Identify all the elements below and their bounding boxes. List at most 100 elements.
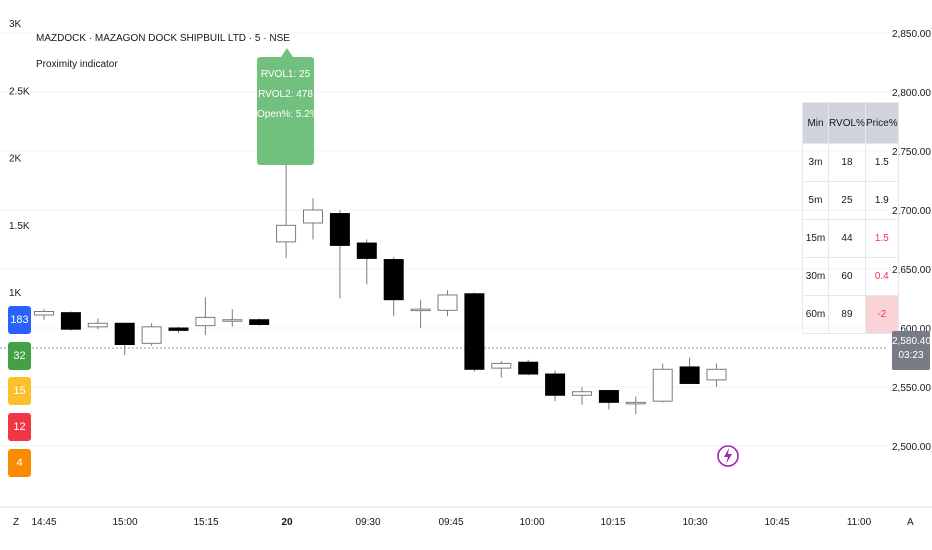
- volume-tick-label: 2K: [9, 154, 22, 165]
- header-price: Price%: [864, 102, 899, 144]
- candle-body: [706, 368, 727, 381]
- chart-gridlines: [0, 32, 888, 447]
- time-tick-label: 09:45: [438, 517, 463, 528]
- candle[interactable]: [706, 363, 727, 387]
- candle[interactable]: [329, 210, 350, 299]
- price-tick-label: 2,700.00: [892, 206, 931, 217]
- current-price-value: 2,580.40: [892, 336, 931, 347]
- candle-body: [249, 319, 270, 325]
- price-tick-label: 2,600.00: [892, 324, 931, 335]
- volume-tick-label: 1K: [9, 288, 22, 299]
- candle[interactable]: [652, 363, 673, 403]
- candle-body: [383, 259, 404, 301]
- candle-body: [518, 361, 539, 375]
- table-cell-price: 1.5: [864, 219, 899, 258]
- volume-tick-label: 3K: [9, 19, 22, 30]
- time-axis[interactable]: 14:45 15:00 15:15 20 09:30 09:45 10:00 10:15 10:…: [31, 517, 871, 528]
- candle-body: [598, 390, 619, 403]
- symbol-title[interactable]: MAZDOCK · MAZAGON DOCK SHIPBUIL LTD · 5 …: [36, 33, 290, 44]
- candle-body: [34, 310, 54, 316]
- table-cell-rvol: 25: [828, 181, 866, 220]
- candle[interactable]: [34, 309, 54, 320]
- candle[interactable]: [518, 359, 539, 376]
- candle[interactable]: [545, 370, 566, 402]
- table-cell-min: 3m: [802, 143, 829, 182]
- candle[interactable]: [114, 322, 135, 356]
- candle[interactable]: [356, 239, 377, 285]
- time-tick-label: 15:00: [112, 517, 137, 528]
- table-cell-rvol: 44: [828, 219, 866, 258]
- candle[interactable]: [303, 198, 323, 240]
- table-cell-rvol: 18: [828, 143, 866, 182]
- candle[interactable]: [87, 318, 108, 330]
- time-tick-label: 11:00: [847, 517, 872, 528]
- candle[interactable]: [679, 357, 700, 384]
- candle-body: [625, 401, 646, 405]
- candle-body: [329, 213, 350, 246]
- table-cell-min: 60m: [802, 295, 829, 334]
- candle-body: [222, 319, 243, 322]
- time-tick-label: 14:45: [31, 517, 56, 528]
- candle-body: [410, 308, 431, 312]
- candle-body: [679, 366, 700, 384]
- candle[interactable]: [141, 323, 162, 346]
- table-cell-min: 5m: [802, 181, 829, 220]
- table-cell-price: 1.5: [864, 143, 899, 182]
- candle-body: [303, 209, 323, 224]
- time-tick-label: 10:15: [600, 517, 625, 528]
- candle-body: [572, 391, 592, 396]
- candle[interactable]: [491, 361, 512, 378]
- indicator-badge: 12: [8, 413, 31, 441]
- auto-scale-toggle[interactable]: A: [907, 517, 914, 528]
- header-min: Min: [802, 102, 829, 144]
- price-tick-label: 2,750.00: [892, 147, 931, 158]
- candle-body: [168, 327, 189, 331]
- candle[interactable]: [598, 390, 619, 410]
- volume-tick-label: 2.5K: [9, 86, 30, 97]
- candle[interactable]: [572, 387, 592, 405]
- header-rvol: RVOL%: [828, 102, 866, 144]
- candlestick-series[interactable]: [34, 139, 727, 415]
- candle[interactable]: [464, 292, 485, 372]
- indicator-badge: 4: [8, 449, 31, 477]
- candle-body: [652, 368, 673, 402]
- candle[interactable]: [168, 326, 189, 333]
- candle-body: [60, 312, 81, 330]
- rvol-table-row: 5m 25 1.9: [802, 181, 899, 220]
- volume-tick-label: 1.5K: [9, 221, 30, 232]
- time-tick-label: 10:00: [519, 517, 544, 528]
- price-tick-label: 2,550.00: [892, 383, 931, 394]
- time-tick-label: 20: [281, 517, 293, 528]
- table-cell-rvol: 60: [828, 257, 866, 296]
- candle[interactable]: [410, 299, 431, 328]
- candle[interactable]: [195, 297, 216, 336]
- candle[interactable]: [60, 311, 81, 331]
- candle[interactable]: [625, 396, 646, 415]
- tooltip-rvol2: RVOL2: 478: [258, 89, 313, 100]
- candle-body: [356, 242, 377, 259]
- price-tick-label: 2,800.00: [892, 88, 931, 99]
- candle[interactable]: [249, 318, 270, 326]
- time-tick-label: 10:30: [682, 517, 707, 528]
- lightning-icon[interactable]: [716, 444, 740, 468]
- table-cell-min: 30m: [802, 257, 829, 296]
- left-axis: 3K 2.5K 2K 1.5K 1K: [9, 19, 30, 299]
- candle-body: [114, 322, 135, 346]
- indicator-badge: 32: [8, 342, 31, 370]
- table-cell-price: 0.4: [864, 257, 899, 296]
- candle-body: [491, 362, 512, 369]
- candle-body: [437, 294, 458, 311]
- bar-countdown: 03:23: [898, 350, 924, 361]
- candle[interactable]: [383, 257, 404, 317]
- indicator-label[interactable]: Proximity indicator: [36, 59, 118, 70]
- candle-body: [464, 293, 485, 370]
- right-price-axis[interactable]: 2,850.00 2,800.00 2,750.00 2,700.00 2,650.00…: [892, 29, 931, 453]
- table-cell-price: 1.9: [864, 181, 899, 220]
- candle[interactable]: [437, 290, 458, 317]
- candle[interactable]: [222, 309, 243, 327]
- log-scale-toggle[interactable]: Z: [13, 517, 19, 528]
- tooltip-rvol1: RVOL1: 25: [260, 69, 311, 80]
- current-price-label: 2,580.40 03:23: [892, 331, 931, 370]
- indicator-badge: 15: [8, 377, 31, 405]
